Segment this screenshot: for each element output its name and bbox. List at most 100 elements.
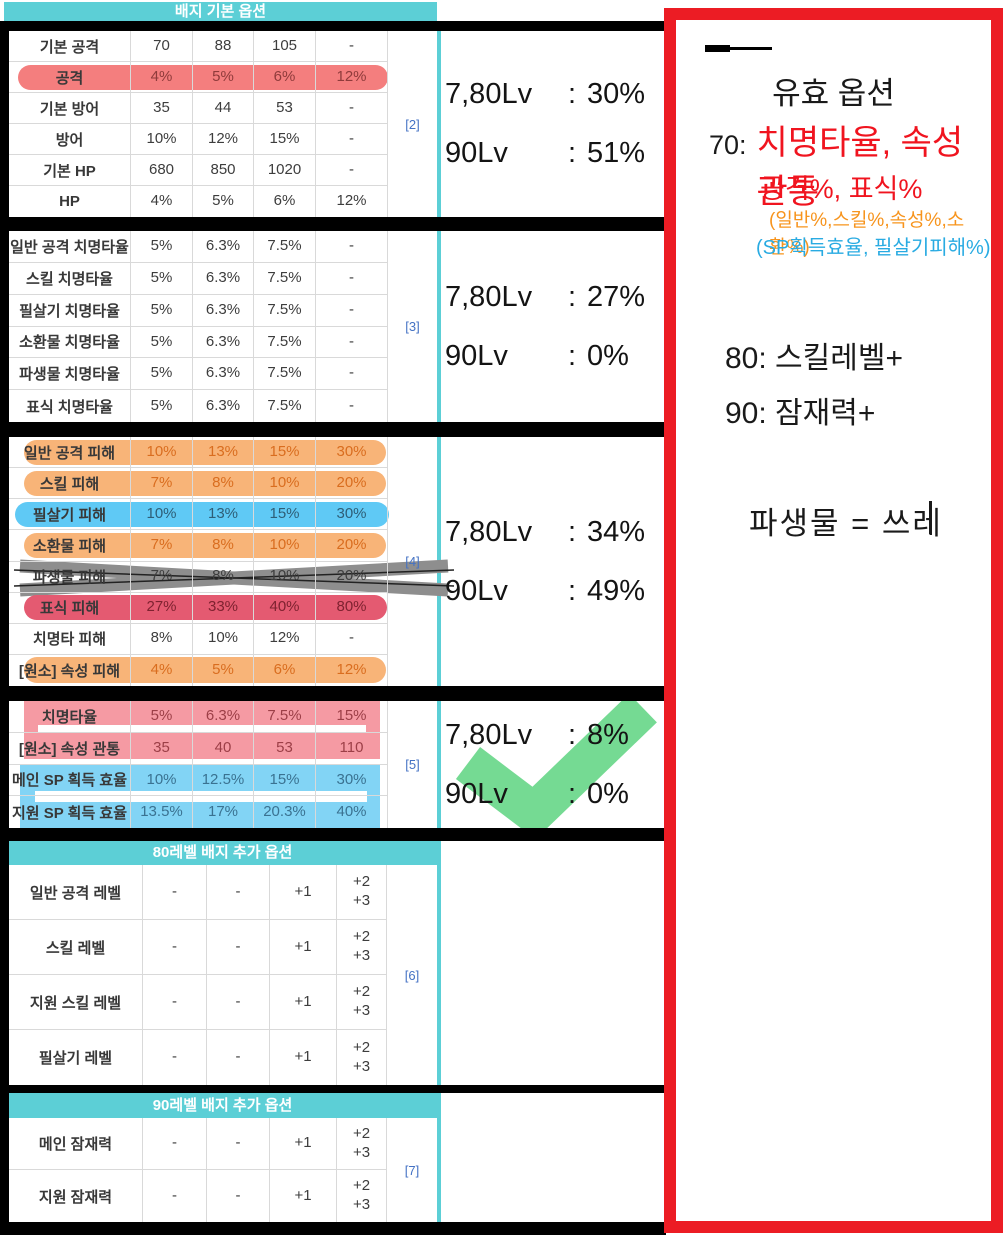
clipped-character-mark <box>929 501 932 534</box>
note-line-90: 90: 잠재력+ <box>725 397 876 430</box>
row-label: 스킬 레벨 <box>9 920 143 975</box>
row-label: 기본 방어 <box>9 93 131 124</box>
annotation-line: 7,80Lv:8% <box>445 719 657 752</box>
row-value: 7.5% <box>254 294 316 327</box>
row-value: - <box>316 155 388 186</box>
row-value: 7.5% <box>254 358 316 391</box>
row-value: 7.5% <box>254 390 316 422</box>
row-value: 8% <box>193 530 254 562</box>
row-value: 6.3% <box>193 262 254 295</box>
row-value: 13% <box>193 499 254 531</box>
annotation-percent-value: 51% <box>587 137 646 169</box>
note-70-text: 치명타율, 속성관통 <box>756 124 964 211</box>
annotation-level-label: 7,80Lv <box>445 78 533 110</box>
note-70-prefix: 70: <box>709 130 747 160</box>
row-value: 5% <box>193 62 254 93</box>
crit-table: 일반 공격 치명타율 5% 6.3% 7.5% - 스킬 치명타율 5% 6.3% 7.5% - 필… <box>9 231 437 422</box>
row-value: 80% <box>316 592 388 624</box>
row-label: 지원 잠재력 <box>9 1170 143 1222</box>
row-label: 지원 스킬 레벨 <box>9 975 143 1030</box>
row-value: 6.3% <box>193 701 254 733</box>
annotation-percent-value: 30% <box>587 78 646 110</box>
annotation-level-label: 7,80Lv <box>445 718 533 751</box>
damage-table: 일반 공격 피해 10% 13% 15% 30% 스킬 피해 7% 8% 10% 20% 필살기 피… <box>9 437 455 686</box>
note-derivative-trash: 파생물 = 쓰레 <box>749 506 943 541</box>
row-highlight-orange <box>24 439 386 465</box>
row-label: 소환물 치명타율 <box>9 326 131 359</box>
row-value: +2 +3 <box>337 1118 387 1170</box>
ref-label: [2] <box>405 116 420 132</box>
row-value: 6.3% <box>193 358 254 391</box>
annotation-level-label: 90Lv <box>445 137 508 169</box>
row-label: 일반 공격 피해 <box>9 437 131 469</box>
annotation-colon: : <box>567 137 577 169</box>
lv80-section-header: 80레벨 배지 추가 옵션 <box>8 841 437 865</box>
row-value: 5% <box>131 701 193 733</box>
row-value: 20% <box>316 468 388 500</box>
row-value: 5% <box>131 326 193 359</box>
row-value: 5% <box>131 358 193 391</box>
row-value: 27% <box>131 592 193 624</box>
row-value: - <box>143 975 207 1030</box>
row-value: - <box>143 920 207 975</box>
row-value: - <box>316 390 388 422</box>
row-value: +1 <box>270 975 337 1030</box>
row-value: 17% <box>193 796 254 828</box>
row-label: 메인 잠재력 <box>9 1118 143 1170</box>
annotation-percent-value: 0% <box>587 777 629 810</box>
annotation-line: 90Lv:51% <box>445 137 657 170</box>
row-value: 4% <box>131 654 193 686</box>
table-title: 배지 기본 옵션 <box>4 2 437 21</box>
row-value: 20.3% <box>254 796 316 828</box>
annotation-level-label: 90Lv <box>445 339 508 372</box>
row-value: - <box>207 865 270 920</box>
annotation-line: 7,80Lv:27% <box>445 281 657 314</box>
row-value: 680 <box>131 155 193 186</box>
row-value: 35 <box>131 732 193 765</box>
note-line-70: 70: 치명타율, 속성관통 <box>709 115 991 213</box>
row-value: 10% <box>254 468 316 500</box>
row-value: 12% <box>316 62 388 93</box>
row-value: - <box>143 1118 207 1170</box>
row-value: - <box>207 1118 270 1170</box>
ref-label: [4] <box>405 554 420 569</box>
row-label: 소환물 피해 <box>9 530 131 562</box>
row-value: - <box>316 358 388 391</box>
annotation-line: 90Lv:0% <box>445 340 657 373</box>
row-highlight-pink <box>18 64 388 90</box>
row-value: 7.5% <box>254 701 316 733</box>
row-value: 33% <box>193 592 254 624</box>
row-label: 필살기 레벨 <box>9 1030 143 1085</box>
row-value: +1 <box>270 865 337 920</box>
row-value: 53 <box>254 93 316 124</box>
row-value: 30% <box>316 437 388 469</box>
basic-table: 기본 공격 70 88 105- 공격 4% 5% 6% 12% 기본 방어 35 44 53- 방어 10… <box>9 31 437 217</box>
row-value: - <box>316 326 388 359</box>
note-attack-mark: 공격%, 표식% <box>760 174 923 204</box>
row-label: 치명타율 <box>9 701 131 733</box>
row-label: 공격 <box>9 62 131 93</box>
row-value: 12% <box>316 654 388 686</box>
row-label: [원소] 속성 피해 <box>9 654 131 686</box>
row-value: 6.3% <box>193 326 254 359</box>
row-value: +2 +3 <box>337 975 387 1030</box>
notes-title: 유효 옵션 <box>772 76 895 111</box>
stray-mark <box>705 45 730 52</box>
annotation-percent-value: 27% <box>587 280 646 313</box>
row-value: 10% <box>131 437 193 469</box>
row-value: 5% <box>131 294 193 327</box>
row-value: 53 <box>254 732 316 765</box>
annotation-level-label: 7,80Lv <box>445 515 533 548</box>
row-value: - <box>316 262 388 295</box>
ref-label: [5] <box>405 757 420 772</box>
row-highlight-blue <box>15 501 389 527</box>
row-value: +1 <box>270 920 337 975</box>
row-label: 파생물 피해 <box>9 561 131 593</box>
row-value: - <box>316 294 388 327</box>
check-mark-icon <box>455 693 657 840</box>
row-value: 5% <box>193 654 254 686</box>
row-value: 10% <box>254 530 316 562</box>
annotation-line: 90Lv:0% <box>445 778 657 811</box>
row-value: 5% <box>193 186 254 217</box>
row-value: 30% <box>316 499 388 531</box>
